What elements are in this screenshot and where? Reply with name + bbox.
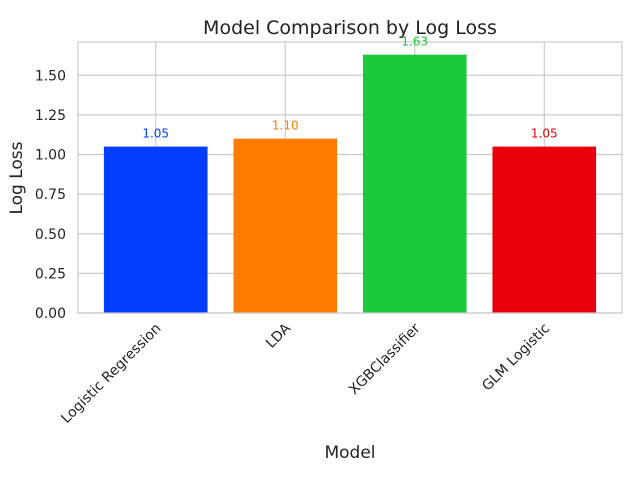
data-labels: 1.05 1.10 1.63 1.05 [142,35,557,141]
bar [492,146,597,313]
y-tick-label: 1.50 [35,68,66,84]
data-label: 1.05 [531,127,558,141]
data-label: 1.10 [272,119,299,133]
x-tick-label: Logistic Regression [58,321,164,427]
y-tick-label: 0.25 [35,266,66,282]
data-label: 1.05 [142,127,169,141]
x-tick-label: LDA [263,320,294,351]
bar [233,138,338,313]
x-tick-label: GLM Logistic [479,321,553,395]
x-axis-label: Model [324,443,375,463]
bars [103,54,597,313]
y-tick-label: 0.50 [35,227,66,243]
bar [103,146,208,313]
chart-title: Model Comparison by Log Loss [203,17,497,39]
y-tick-labels: 0.00 0.25 0.50 0.75 1.00 1.25 1.50 [35,68,66,322]
y-tick-label: 1.00 [35,148,66,164]
y-tick-label: 0.00 [35,306,66,322]
y-tick-label: 1.25 [35,108,66,124]
x-tick-label: XGBClassifier [346,320,424,398]
data-label: 1.63 [401,35,428,49]
x-tick-labels: Logistic Regression LDA XGBClassifier GLM L… [58,320,553,427]
y-tick-label: 0.75 [35,187,66,203]
plot-frame [77,41,623,314]
y-axis-label: Log Loss [7,141,27,214]
bar [362,54,467,313]
